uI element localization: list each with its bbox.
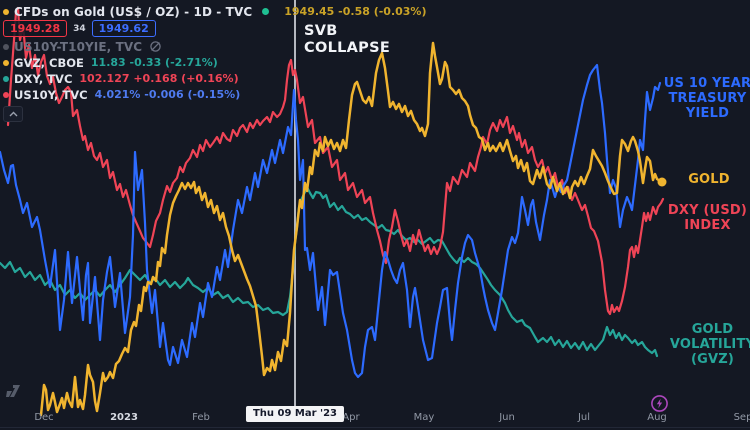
flash-event-icon[interactable] — [650, 394, 669, 413]
chevron-up-icon — [9, 111, 17, 117]
visibility-off-icon[interactable] — [149, 40, 162, 53]
series-marker-dot — [3, 91, 9, 98]
crosshair-line — [294, 0, 296, 407]
x-axis-label-2023: 2023 — [110, 412, 138, 423]
legend-collapse-button[interactable] — [3, 106, 23, 122]
series-line-gold — [39, 41, 664, 417]
symbol-quote: 102.127 +0.168 (+0.16%) — [79, 72, 239, 85]
series-marker-dot — [3, 75, 9, 82]
legend-row-dxy[interactable]: DXY, TVC 102.127 +0.168 (+0.16%) — [3, 71, 426, 86]
x-axis-label-feb: Feb — [192, 412, 210, 423]
axis-separator — [0, 427, 750, 428]
x-axis-label-dec: Dec — [34, 412, 54, 423]
legend-row-hidden-series[interactable]: US10Y-T10YIE, TVC — [3, 39, 426, 54]
series-end-dot-gold — [657, 177, 667, 187]
buy-price-button[interactable]: 1949.62 — [91, 20, 156, 37]
series-label-gold: GOLD — [688, 172, 730, 187]
series-marker-dot — [3, 59, 9, 66]
x-axis-label-sep: Sep — [733, 412, 750, 423]
bid-ask-row: 1949.28 34 1949.62 — [3, 20, 426, 37]
spread-value: 34 — [73, 23, 86, 34]
legend-row-us10y[interactable]: US10Y, TVC 4.021% -0.006 (-0.15%) — [3, 87, 426, 102]
svb-collapse-annotation: SVB COLLAPSE — [304, 23, 391, 57]
x-axis-label-apr: Apr — [342, 412, 360, 423]
symbol-title[interactable]: US10Y, TVC — [14, 87, 88, 102]
x-axis-label-jun: Jun — [499, 412, 515, 423]
legend-row-gold-main[interactable]: CFDs on Gold (US$ / OZ) - 1D - TVC 1949.… — [3, 4, 426, 19]
x-axis-label-jul: Jul — [577, 412, 591, 423]
series-label-us10y: US 10 YEAR TREASURY YIELD — [663, 76, 750, 122]
series-label-gvz: GOLD VOLATILITY (GVZ) — [669, 322, 750, 368]
symbol-quote: 4.021% -0.006 (-0.15%) — [94, 88, 241, 101]
symbol-title[interactable]: CFDs on Gold (US$ / OZ) - 1D - TVC — [14, 4, 253, 19]
x-axis-label-aug: Aug — [647, 412, 667, 423]
symbol-quote: 1949.45 -0.58 (-0.03%) — [284, 5, 427, 18]
legend-row-gvz[interactable]: GVZ, CBOE 11.83 -0.33 (-2.71%) — [3, 55, 426, 70]
series-label-dxy: DXY (USD) INDEX — [667, 203, 748, 234]
sell-price-button[interactable]: 1949.28 — [3, 20, 68, 37]
hidden-symbol-title[interactable]: US10Y-T10YIE, TVC — [14, 39, 143, 54]
symbol-title[interactable]: DXY, TVC — [14, 71, 73, 86]
legend: CFDs on Gold (US$ / OZ) - 1D - TVC 1949.… — [3, 4, 426, 122]
crosshair-date-tooltip: Thu 09 Mar '23 — [245, 406, 345, 422]
symbol-quote: 11.83 -0.33 (-2.71%) — [90, 56, 218, 69]
symbol-title[interactable]: GVZ, CBOE — [14, 55, 84, 70]
series-marker-dot — [3, 8, 9, 15]
watermark-logo — [6, 385, 20, 397]
series-marker-dot — [3, 43, 9, 50]
series-line-us10y — [0, 63, 662, 379]
series-line-dxy — [6, 6, 665, 316]
x-axis-label-may: May — [413, 412, 435, 423]
market-status-icon — [262, 8, 270, 15]
